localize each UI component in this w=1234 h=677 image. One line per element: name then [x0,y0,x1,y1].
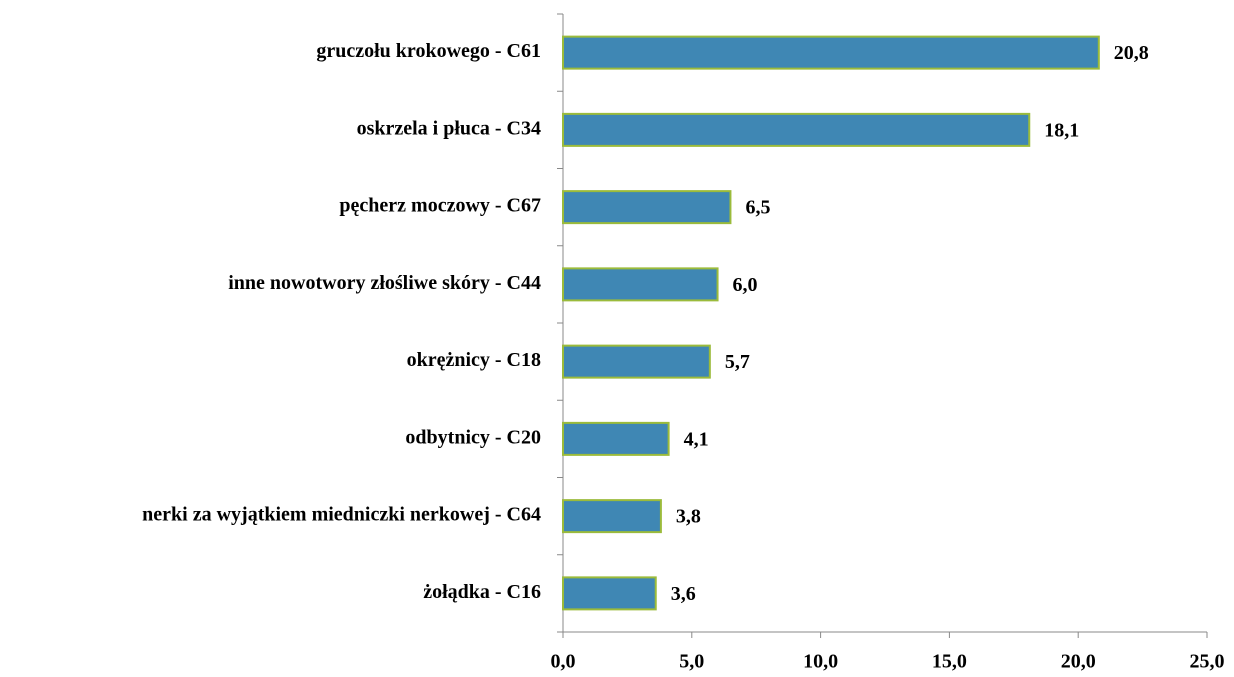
data-label: 18,1 [1044,119,1079,141]
y-tick-label: pęcherz moczowy - C67 [339,195,541,217]
y-tick-label: oskrzela i płuca - C34 [357,117,541,139]
bar [562,35,1100,70]
y-tick-label: nerki za wyjątkiem miedniczki nerkowej -… [142,504,541,526]
y-tick-label: żołądka - C16 [423,581,541,603]
bar [562,267,719,302]
x-tick-label: 20,0 [1061,651,1096,673]
bar [562,190,732,225]
data-label: 5,7 [725,351,750,373]
x-tick-label: 25,0 [1190,651,1225,673]
y-tick-label: gruczołu krokowego - C61 [316,40,541,62]
data-label: 3,8 [676,506,701,528]
data-label: 6,5 [745,197,770,219]
y-tick-label: okrężnicy - C18 [407,349,541,371]
bar [562,499,662,534]
data-label: 3,6 [671,583,696,605]
bar [562,421,670,456]
data-label: 4,1 [684,428,709,450]
data-label: 6,0 [733,274,758,296]
y-tick-label: odbytnicy - C20 [405,426,541,448]
data-label: 20,8 [1114,42,1149,64]
x-tick-label: 10,0 [803,651,838,673]
y-tick-label: inne nowotwory złośliwe skóry - C44 [228,272,541,294]
bar [562,112,1031,147]
x-tick-label: 5,0 [679,651,704,673]
x-tick-label: 0,0 [551,651,576,673]
x-tick-label: 15,0 [932,651,967,673]
bar [562,344,711,379]
bar [562,576,657,611]
